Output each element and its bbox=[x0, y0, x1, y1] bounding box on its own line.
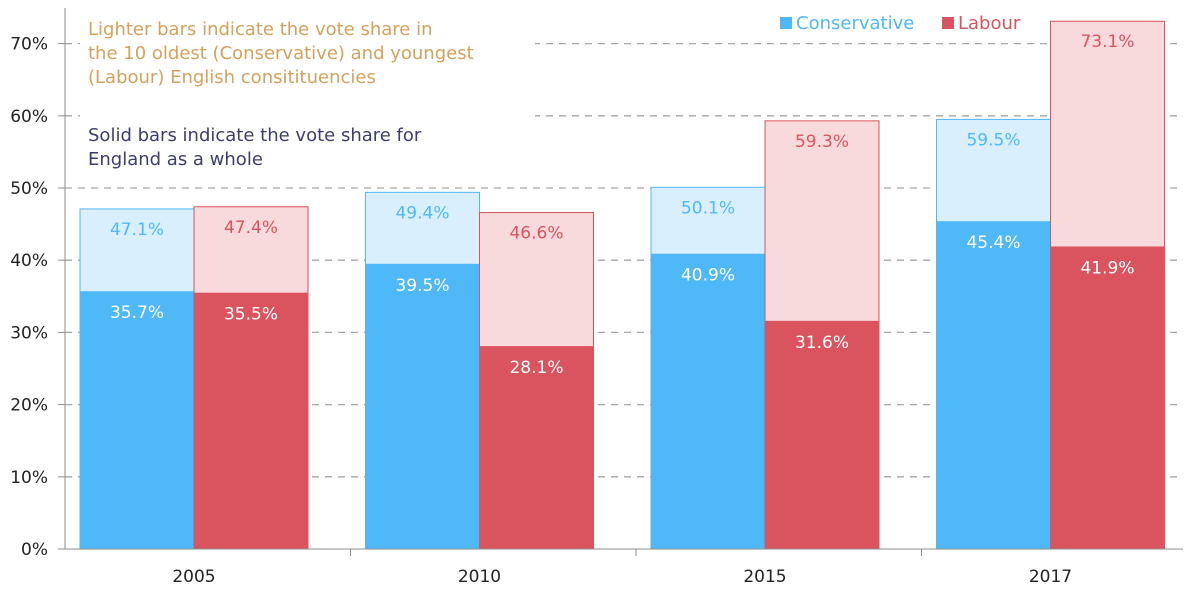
england-bar bbox=[479, 346, 594, 549]
england-value-label: 39.5% bbox=[395, 276, 449, 296]
annotation-background bbox=[80, 14, 535, 184]
annotations: Lighter bars indicate the vote share in t… bbox=[80, 14, 535, 184]
constituency-value-label: 47.4% bbox=[224, 218, 278, 238]
constituency-value-label: 59.3% bbox=[795, 132, 849, 152]
england-value-label: 40.9% bbox=[681, 266, 735, 286]
constituency-value-label: 73.1% bbox=[1080, 32, 1134, 52]
axes: 0% 10% 20% 30% 40% 50% 60% 70% 2005 2010 2015 2017 bbox=[10, 8, 1183, 587]
x-tick-label: 2005 bbox=[172, 567, 215, 587]
x-tick-label: 2010 bbox=[458, 567, 501, 587]
constituency-value-label: 49.4% bbox=[395, 203, 449, 223]
solid-bars-note-line: England as a whole bbox=[88, 149, 263, 170]
x-tick-label: 2017 bbox=[1029, 567, 1072, 587]
england-value-label: 45.4% bbox=[966, 233, 1020, 253]
england-bar bbox=[80, 291, 194, 549]
lighter-bars-note-line: the 10 oldest (Conservative) and younges… bbox=[88, 43, 474, 64]
y-tick-label: 30% bbox=[10, 323, 48, 343]
england-value-label: 35.5% bbox=[224, 305, 278, 325]
legend: Conservative Labour bbox=[775, 10, 1037, 36]
lighter-bars-note-line: (Labour) English consitituencies bbox=[88, 67, 376, 88]
y-tick-label: 70% bbox=[10, 35, 48, 55]
constituency-value-label: 47.1% bbox=[110, 220, 164, 240]
solid-bars-note-line: Solid bars indicate the vote share for bbox=[88, 125, 422, 146]
y-tick-label: 50% bbox=[10, 179, 48, 199]
england-bar bbox=[1050, 246, 1165, 549]
england-bar bbox=[365, 263, 480, 549]
england-bar bbox=[765, 320, 879, 549]
legend-swatch bbox=[780, 17, 792, 29]
lighter-bars-note-line: Lighter bars indicate the vote share in bbox=[88, 19, 433, 40]
legend-background bbox=[775, 10, 1037, 36]
bars: 47.1% 35.7% 47.4% 35.5% 49.4% 39.5% 46.6% 28.1%… bbox=[79, 20, 1165, 550]
y-tick-label: 60% bbox=[10, 107, 48, 127]
england-value-label: 28.1% bbox=[509, 358, 563, 378]
england-value-label: 31.6% bbox=[795, 333, 849, 353]
constituency-value-label: 50.1% bbox=[681, 198, 735, 218]
england-bar bbox=[651, 253, 765, 549]
legend-label: Conservative bbox=[796, 13, 914, 34]
y-tick-label: 20% bbox=[10, 396, 48, 416]
y-tick-label: 40% bbox=[10, 251, 48, 271]
constituency-value-label: 59.5% bbox=[966, 130, 1020, 150]
x-tick-label: 2015 bbox=[743, 567, 786, 587]
england-value-label: 35.7% bbox=[110, 303, 164, 323]
england-value-label: 41.9% bbox=[1080, 258, 1134, 278]
england-bar bbox=[936, 221, 1051, 549]
y-tick-label: 10% bbox=[10, 468, 48, 488]
constituency-value-label: 46.6% bbox=[509, 224, 563, 244]
england-bar bbox=[194, 292, 308, 549]
legend-label: Labour bbox=[958, 13, 1021, 34]
legend-swatch bbox=[942, 17, 954, 29]
y-tick-label: 0% bbox=[21, 540, 48, 560]
